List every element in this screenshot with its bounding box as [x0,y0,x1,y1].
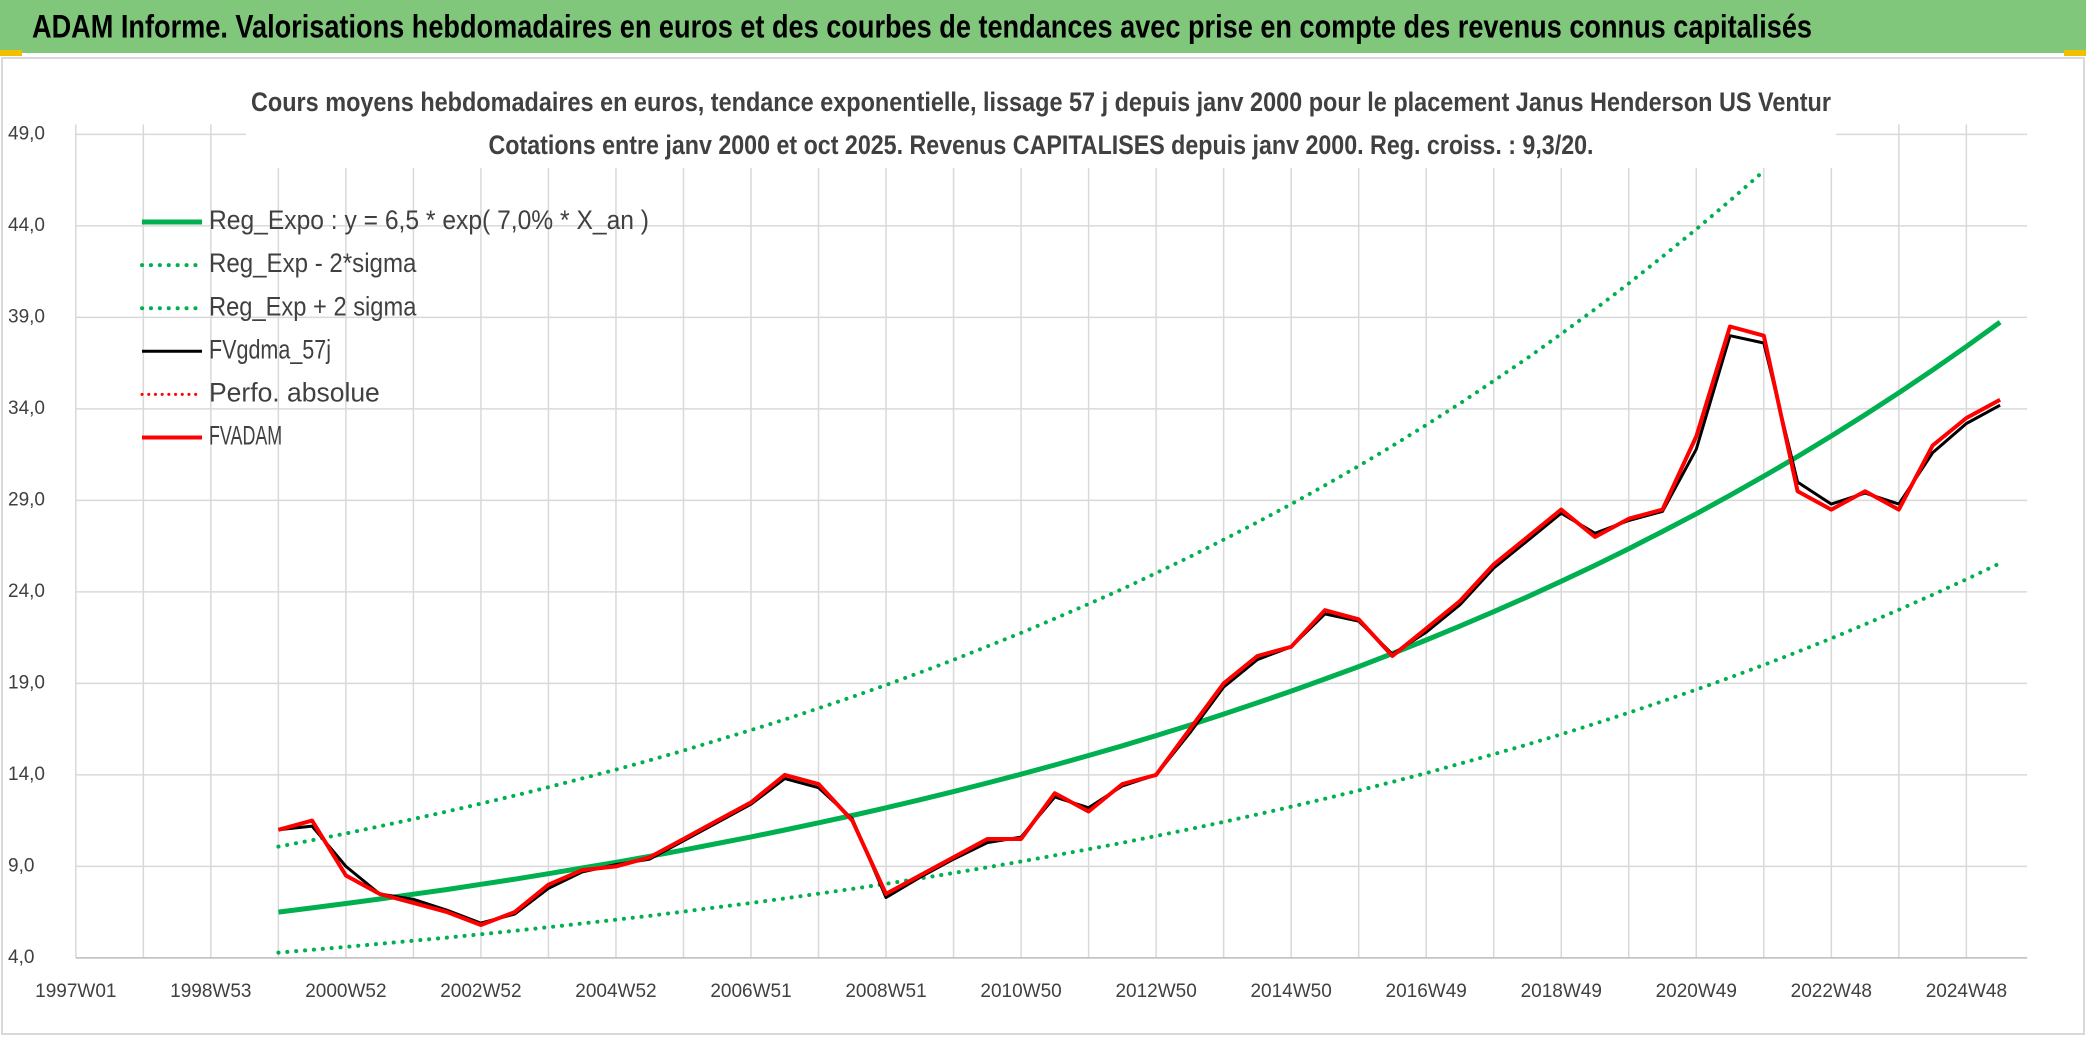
legend-label: Perfo. absolue [209,378,380,408]
chart-frame [1,57,2085,1035]
title-box [246,80,1836,168]
series-line [276,169,1766,849]
y-tick-label: 14,0 [8,764,45,785]
legend-label: Reg_Expo : y = 6,5 * exp( 7,0% * X_an ) [209,205,649,235]
chart-subtitle: Cotations entre janv 2000 et oct 2025. R… [489,130,1594,160]
x-tick-label: 2014W50 [1250,981,1331,1002]
corner-mark [0,50,22,56]
x-tick-label: 2000W52 [305,981,386,1002]
y-tick-label: 29,0 [8,489,45,510]
legend-label: FVgdma_57j [209,334,331,364]
legend-label: FVADAM [209,421,282,451]
plot-area: 4,0 9,0 14,0 19,0 24,0 29,0 34,0 39,0 44,0 49,0 19… [8,123,2028,1002]
x-tick-label: 1997W01 [35,981,116,1002]
y-tick-label: 19,0 [8,672,45,693]
x-tick-label: 2020W49 [1656,981,1737,1002]
y-tick-label: 44,0 [8,215,45,236]
x-tick-label: 2004W52 [575,981,656,1002]
y-tick-label: 9,0 [8,855,34,876]
legend-label: Reg_Exp - 2*sigma [209,248,417,278]
x-tick-label: 2024W48 [1926,981,2007,1002]
x-tick-label: 2008W51 [845,981,926,1002]
legend: Reg_Expo : y = 6,5 * exp( 7,0% * X_an ) R… [140,205,649,451]
x-tick-label: 2022W48 [1791,981,1872,1002]
series-line [277,324,2002,927]
x-tick-label: 2012W50 [1115,981,1196,1002]
x-tick-label: 2002W52 [440,981,521,1002]
x-tick-label: 2006W51 [710,981,791,1002]
corner-mark [2064,50,2086,56]
y-tick-label: 49,0 [8,123,45,144]
y-tick-label: 4,0 [8,947,34,968]
legend-label: Reg_Exp + 2 sigma [209,291,417,321]
x-tick-label: 2016W49 [1386,981,1467,1002]
series-line [278,320,2002,915]
x-tick-label: 1998W53 [170,981,251,1002]
y-tick-label: 24,0 [8,581,45,602]
y-tick-label: 39,0 [8,306,45,327]
chart-title: Cours moyens hebdomadaires en euros, ten… [251,87,1831,117]
header-bar [0,0,2086,53]
x-tick-label: 2018W49 [1521,981,1602,1002]
page-title: ADAM Informe. Valorisations hebdomadaire… [32,8,1812,44]
y-tick-label: 34,0 [8,398,45,419]
x-tick-label: 2010W50 [980,981,1061,1002]
